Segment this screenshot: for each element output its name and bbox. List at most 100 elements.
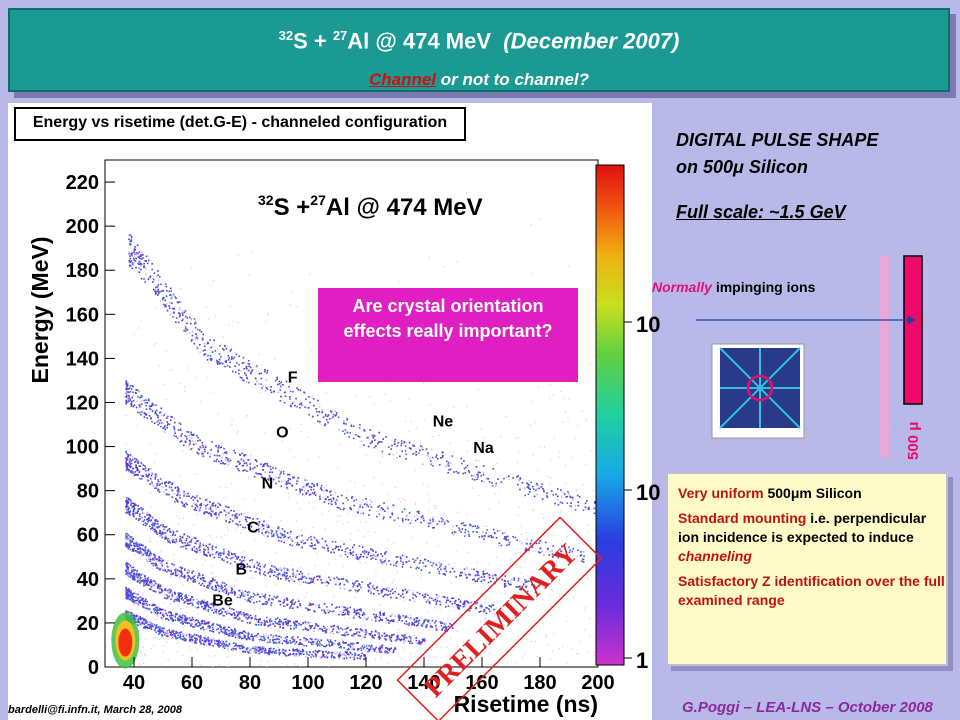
band-point <box>451 531 454 534</box>
band-point <box>321 537 324 540</box>
band-point <box>143 603 146 605</box>
band-point <box>136 550 138 552</box>
band-point <box>296 542 299 544</box>
band-point <box>125 542 127 544</box>
band-point <box>140 478 143 480</box>
band-point <box>164 588 167 590</box>
band-point <box>244 651 247 653</box>
band-point <box>128 590 131 592</box>
band-point <box>242 563 244 565</box>
band-point <box>129 385 132 387</box>
band-point <box>278 469 281 472</box>
band-point <box>166 566 169 568</box>
band-point <box>435 563 437 566</box>
band-point <box>264 574 267 577</box>
band-point <box>174 421 176 424</box>
band-point <box>280 635 282 638</box>
band-point <box>334 541 337 543</box>
band-point <box>145 475 148 477</box>
band-point <box>206 584 209 587</box>
band-point <box>167 569 169 571</box>
band-point <box>434 600 436 602</box>
band-point <box>258 600 261 603</box>
band-point <box>513 579 515 581</box>
band-point <box>125 506 127 508</box>
band-point <box>510 578 513 581</box>
band-point <box>375 615 377 618</box>
band-point <box>354 653 357 656</box>
band-point <box>137 505 139 507</box>
band-point <box>398 614 400 616</box>
band-point <box>421 594 424 596</box>
band-point <box>183 621 186 623</box>
band-point <box>203 550 205 553</box>
band-point <box>288 649 291 652</box>
band-point <box>538 542 540 544</box>
band-point <box>299 490 301 493</box>
band-point <box>126 503 128 505</box>
band-point <box>281 622 283 624</box>
band-point <box>186 495 188 497</box>
band-point <box>162 631 165 634</box>
band-point <box>189 639 191 642</box>
band-point <box>249 466 252 469</box>
band-point <box>567 558 569 560</box>
band-point <box>131 537 134 540</box>
band-point <box>236 615 239 617</box>
band-point <box>409 522 412 525</box>
band-point <box>289 626 292 628</box>
band-point <box>279 573 281 576</box>
band-point <box>147 550 150 553</box>
band-point <box>398 615 401 618</box>
band-point <box>218 631 221 634</box>
band-point <box>218 642 221 644</box>
band-point <box>282 470 285 473</box>
band-point <box>388 648 391 650</box>
band-point <box>379 559 382 561</box>
channel-link[interactable]: Channel <box>368 70 437 89</box>
band-point <box>151 481 153 484</box>
band-point <box>234 629 236 632</box>
band-point <box>419 641 421 643</box>
band-point <box>447 463 449 466</box>
band-point <box>238 617 241 620</box>
band-point <box>323 501 326 503</box>
band-point <box>157 586 159 589</box>
band-point <box>441 622 444 624</box>
band-point <box>223 627 226 630</box>
band-point <box>347 499 349 501</box>
band-point <box>359 657 361 660</box>
band-point <box>138 518 140 520</box>
band-point <box>131 385 133 387</box>
band-point <box>133 505 135 507</box>
band-point <box>375 620 377 622</box>
band-point <box>339 587 342 589</box>
band-point <box>159 608 162 610</box>
band-point <box>141 622 143 625</box>
band-point <box>248 565 251 568</box>
band-point <box>322 655 324 657</box>
band-point <box>289 639 291 642</box>
band-point <box>142 598 144 600</box>
band-point <box>333 652 335 655</box>
band-point <box>129 598 131 601</box>
band-point <box>301 650 303 653</box>
band-point <box>273 595 275 598</box>
band-point <box>525 586 527 588</box>
band-point <box>470 524 472 527</box>
band-point <box>241 637 243 640</box>
band-point <box>338 646 341 649</box>
band-point <box>232 608 235 611</box>
band-point <box>141 598 143 601</box>
band-point <box>179 619 182 621</box>
band-point <box>352 585 354 588</box>
band-point <box>399 639 401 641</box>
band-point <box>130 502 133 505</box>
band-point <box>133 574 135 577</box>
band-point <box>368 551 370 554</box>
band-point <box>139 602 141 604</box>
band-point <box>485 612 488 614</box>
band-point <box>201 622 203 625</box>
band-point <box>329 641 332 643</box>
band-point <box>237 525 239 527</box>
